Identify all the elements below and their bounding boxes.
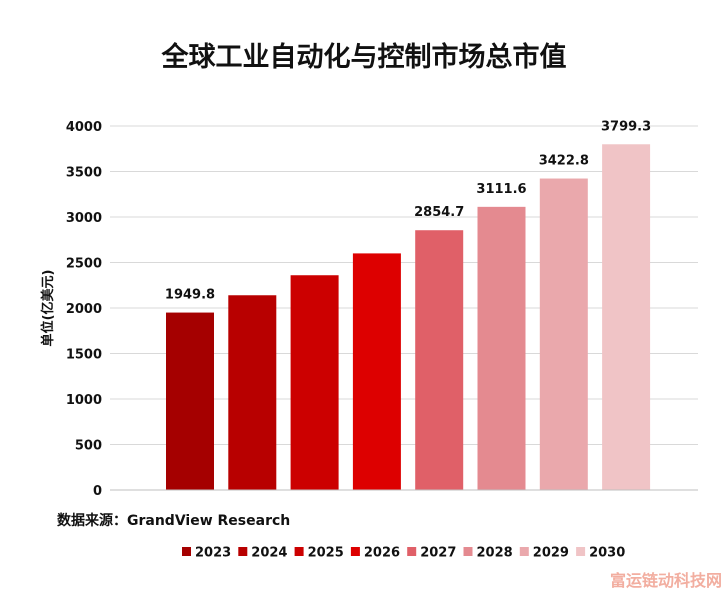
bars [166,144,651,491]
watermark-text: 富运链动科技网 [610,571,722,590]
legend-swatch-2028 [463,547,473,556]
bar-2027 [415,230,464,491]
legend-label: 2029 [533,546,569,561]
legend-label: 2028 [477,546,513,561]
bar-2025 [290,275,339,490]
bar-2028 [477,206,526,490]
y-tick-label: 1500 [66,348,102,363]
bar-2024 [228,295,277,490]
legend-swatch-2026 [350,547,360,556]
bar-2026 [352,253,401,490]
y-tick-label: 1000 [66,393,102,408]
legend: 2023 2024 2025 2026 2027 2028 2029 2030 [182,546,625,561]
legend-swatch-2027 [407,547,417,556]
y-tick-label: 3500 [66,166,102,181]
legend-label: 2024 [251,546,287,561]
legend-label: 2026 [364,546,400,561]
y-axis-ticks: 0 500 1000 1500 2000 2500 3000 3500 4000 [66,120,102,499]
legend-swatch-2024 [238,547,248,556]
y-tick-label: 3000 [66,211,102,226]
data-label: 1949.8 [165,288,215,303]
source-note: 数据来源：GrandView Research [57,512,290,529]
legend-label: 2027 [420,546,456,561]
y-tick-label: 2500 [66,257,102,272]
data-label: 3799.3 [601,119,651,134]
data-label: 3422.8 [539,154,589,169]
legend-label: 2023 [195,546,231,561]
bar-2029 [539,178,588,490]
data-label: 2854.7 [414,205,464,220]
y-tick-label: 0 [93,484,102,499]
legend-swatch-2029 [519,547,529,556]
bar-2030 [602,144,651,490]
legend-swatch-2025 [294,547,304,556]
y-axis-label: 单位(亿美元) [40,270,56,347]
legend-swatch-2030 [576,547,586,556]
chart-title: 全球工业自动化与控制市场总市值 [161,41,567,73]
legend-label: 2030 [589,546,625,561]
data-label: 3111.6 [476,182,526,197]
legend-label: 2025 [308,546,344,561]
y-tick-label: 2000 [66,302,102,317]
data-labels: 1949.8 2854.7 3111.6 3422.8 3799.3 [165,119,651,302]
bar-2023 [166,312,214,490]
legend-swatch-2023 [182,547,191,556]
y-tick-label: 4000 [66,120,102,135]
y-tick-label: 500 [75,439,102,454]
